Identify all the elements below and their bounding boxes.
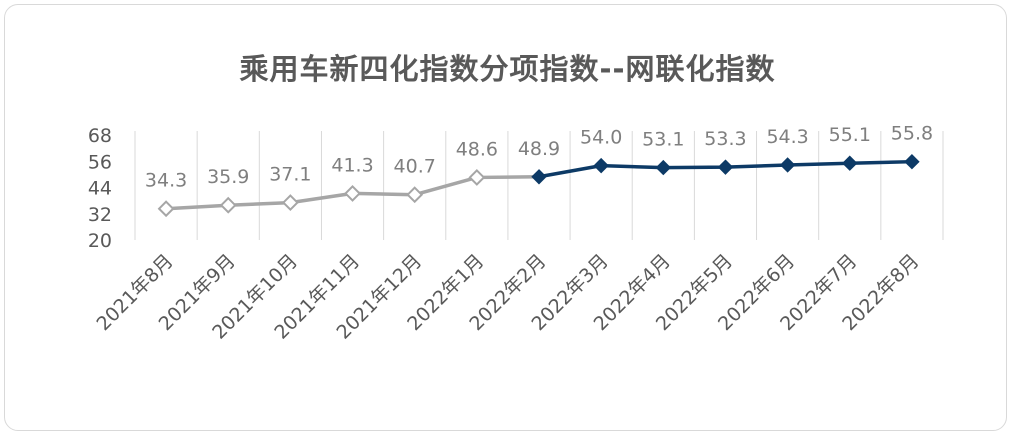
data-point-marker [344,184,361,202]
data-point-marker [593,157,609,174]
data-label: 53.3 [704,128,746,150]
data-point-marker [531,169,547,185]
y-tick-label: 68 [88,125,112,147]
y-tick-label: 56 [88,151,112,173]
y-tick-label: 32 [88,204,112,226]
data-label: 48.6 [456,138,498,160]
y-tick-label: 20 [88,230,112,252]
data-label: 54.0 [580,127,622,149]
data-label: 48.9 [518,138,560,160]
data-point-marker [655,159,672,176]
y-tick-label: 44 [88,178,112,200]
data-label: 53.1 [642,129,684,151]
data-point-marker [842,155,858,171]
data-label: 40.7 [394,156,436,178]
data-label: 35.9 [207,166,249,188]
data-point-marker [219,196,237,214]
data-label: 41.3 [331,154,373,176]
data-point-marker [779,157,796,173]
chart-frame [4,4,1007,431]
data-label: 55.1 [829,124,871,146]
data-point-marker [717,159,734,175]
data-label: 54.3 [766,126,808,148]
data-label: 55.8 [891,123,933,145]
data-point-marker [406,186,424,204]
data-point-marker [904,153,920,170]
data-label: 34.3 [145,170,187,192]
data-point-marker [281,194,299,212]
chart-title: 乘用车新四化指数分项指数--网联化指数 [239,52,776,86]
data-label: 37.1 [269,164,311,186]
data-point-marker [468,169,486,186]
data-point-marker [157,200,175,218]
